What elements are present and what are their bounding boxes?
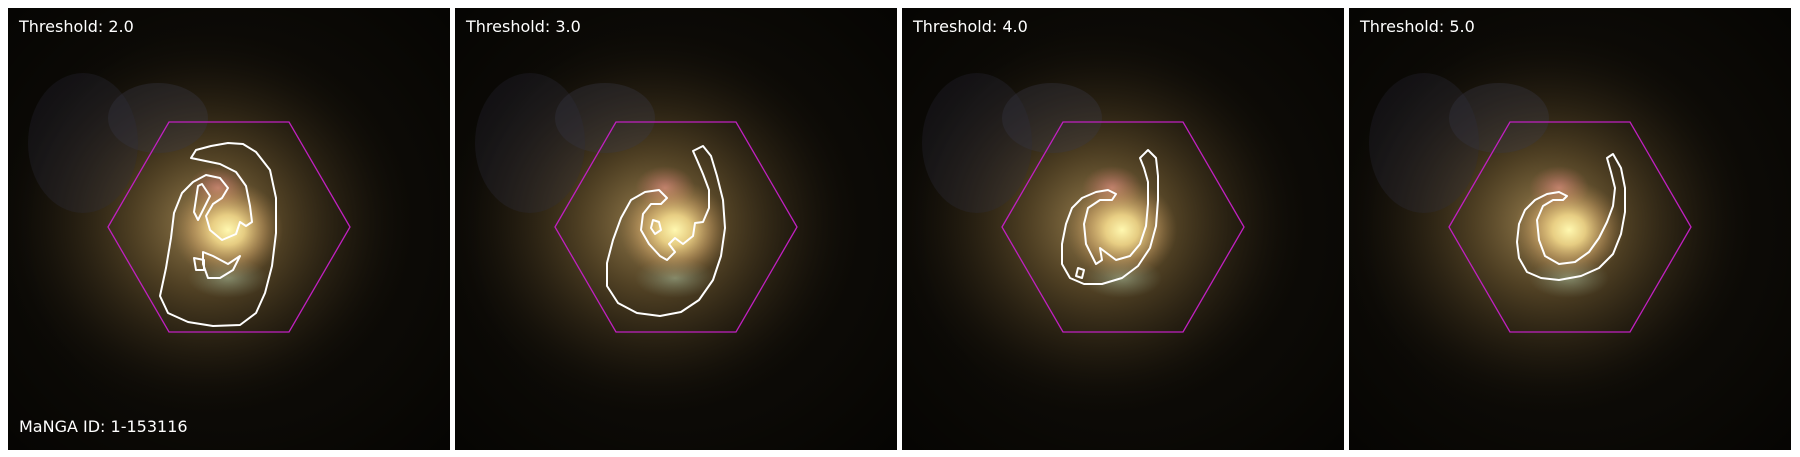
- spiral-arm-contour: [159, 142, 277, 327]
- galaxy-image: [1349, 8, 1791, 450]
- threshold-label: Threshold: 2.0: [19, 17, 134, 36]
- galaxy-image: [902, 8, 1344, 450]
- galaxy-id-label: MaNGA ID: 1-153116: [19, 417, 188, 436]
- ifu-hexagon-overlay: [554, 121, 798, 333]
- galaxy-panel-threshold-4: Threshold: 4.0: [902, 8, 1344, 450]
- threshold-label: Threshold: 4.0: [913, 17, 1028, 36]
- ifu-footprint-hexagon: [1448, 121, 1692, 333]
- ifu-footprint-hexagon: [554, 121, 798, 333]
- galaxy-image: [455, 8, 897, 450]
- spiral-arm-contour: [1516, 153, 1626, 281]
- ifu-footprint-hexagon: [107, 121, 351, 333]
- threshold-label: Threshold: 3.0: [466, 17, 581, 36]
- ifu-hexagon-overlay: [1448, 121, 1692, 333]
- ifu-footprint-hexagon: [1001, 121, 1245, 333]
- galaxy-image: [8, 8, 450, 450]
- spiral-arm-contour: [1061, 149, 1159, 285]
- spiral-arm-contour: [606, 145, 726, 317]
- ifu-hexagon-overlay: [1001, 121, 1245, 333]
- galaxy-panel-threshold-2: Threshold: 2.0 MaNGA ID: 1-153116: [8, 8, 450, 450]
- threshold-label: Threshold: 5.0: [1360, 17, 1475, 36]
- galaxy-panel-threshold-3: Threshold: 3.0: [455, 8, 897, 450]
- galaxy-panel-threshold-5: Threshold: 5.0: [1349, 8, 1791, 450]
- ifu-hexagon-overlay: [107, 121, 351, 333]
